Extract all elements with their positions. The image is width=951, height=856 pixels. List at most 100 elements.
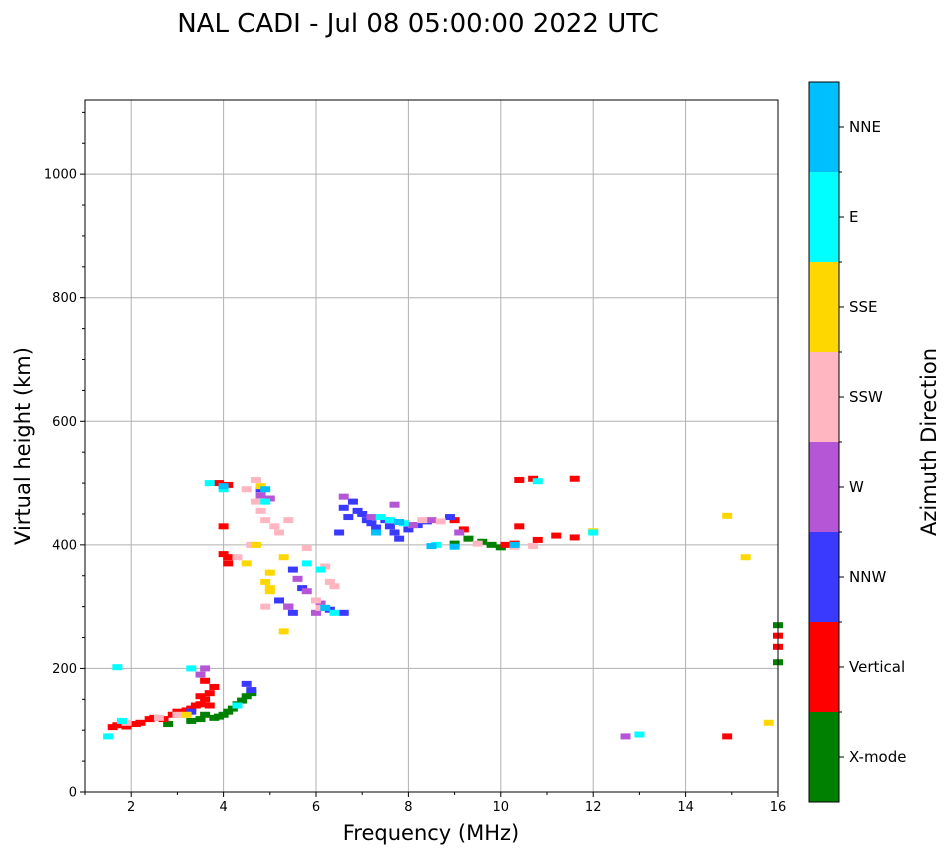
data-point-e (375, 514, 386, 521)
data-point-x-mode (449, 540, 460, 547)
data-point-nnw (343, 514, 354, 521)
data-point-vertical (195, 701, 206, 708)
x-tick-label: 4 (219, 800, 227, 815)
data-point-vertical (458, 526, 469, 533)
data-point-vertical (121, 723, 132, 730)
y-tick-label: 0 (69, 786, 77, 801)
colorbar-label: W (849, 478, 864, 496)
colorbar-frame (808, 81, 840, 803)
colorbar-label: SSE (849, 298, 878, 316)
data-point-e (260, 498, 271, 505)
colorbar-segment (809, 442, 839, 532)
data-point-x-mode (463, 535, 474, 542)
data-point-e (384, 517, 395, 524)
data-point-e (532, 478, 543, 485)
x-tick-label: 10 (493, 800, 510, 815)
data-point-nnw (394, 535, 405, 542)
data-point-e (329, 609, 340, 616)
data-point-nne (426, 543, 437, 550)
data-point-w (200, 665, 211, 672)
data-point-x-mode (227, 705, 238, 712)
data-point-ssw (320, 563, 331, 570)
data-point-sse (278, 628, 289, 635)
data-point-nne (449, 543, 460, 550)
data-point-nnw (246, 687, 257, 694)
data-point-ssw (311, 597, 321, 604)
data-point-x-mode (218, 711, 229, 718)
data-point-sse (181, 711, 192, 718)
data-point-ssw (260, 517, 271, 524)
data-point-w (408, 522, 419, 529)
data-point-x-mode (200, 711, 211, 718)
data-point-ssw (274, 529, 285, 536)
data-point-x-mode (163, 721, 174, 728)
data-point-nnw (297, 585, 308, 592)
data-point-w (338, 493, 349, 500)
y-tick-label: 400 (52, 538, 77, 553)
colorbar-label: X-mode (849, 748, 906, 766)
data-point-vertical (722, 733, 733, 740)
data-point-vertical (551, 532, 562, 539)
data-point-e (232, 702, 243, 709)
data-point-ssw (301, 544, 312, 551)
colorbar-label: SSW (849, 388, 883, 406)
data-point-nne (260, 486, 271, 493)
colorbar-label: NNW (849, 568, 886, 586)
x-axis-label: Frequency (MHz) (343, 821, 519, 845)
axis-ticks: 2 4 6 8 10 12 14 16 0 200 400 600 800 1000 (44, 111, 786, 815)
data-point-vertical (569, 475, 580, 482)
data-point-sse (264, 569, 275, 576)
data-point-x-mode (237, 697, 248, 704)
data-points (103, 475, 783, 740)
x-tick-label: 2 (127, 800, 135, 815)
y-tick-label: 600 (52, 415, 77, 430)
data-point-w (426, 517, 437, 524)
data-point-vertical (449, 517, 460, 524)
data-point-nne (509, 541, 520, 548)
x-tick-label: 6 (312, 800, 320, 815)
data-point-w (283, 603, 294, 610)
data-point-w (454, 529, 465, 536)
data-point-x-mode (486, 541, 497, 548)
data-point-vertical (213, 480, 224, 487)
data-point-ssw (435, 518, 446, 525)
data-point-ssw (472, 540, 483, 547)
data-point-vertical (218, 551, 229, 558)
data-point-ssw (250, 498, 261, 505)
data-point-sse (722, 512, 733, 519)
data-point-nnw (357, 510, 368, 517)
data-point-nnw (241, 680, 252, 687)
data-point-w (255, 492, 266, 499)
data-point-vertical (204, 690, 215, 697)
data-point-ssw (528, 543, 539, 550)
y-axis-label: Virtual height (km) (11, 347, 35, 545)
colorbar-label: E (849, 208, 858, 226)
y-tick-label: 1000 (44, 168, 77, 183)
data-point-vertical (500, 541, 511, 548)
data-point-e (218, 486, 229, 493)
colorbar-label: Vertical (849, 658, 905, 676)
data-point-e (301, 560, 312, 567)
data-point-vertical (200, 677, 211, 684)
data-point-nnw (274, 597, 285, 604)
data-point-ssw (232, 554, 243, 561)
data-point-nnw (389, 529, 400, 536)
colorbar-segment (809, 262, 839, 352)
data-point-w (366, 514, 377, 521)
data-point-vertical (135, 719, 146, 726)
data-point-nnw (361, 517, 372, 524)
data-point-e (186, 665, 197, 672)
data-point-vertical (209, 683, 220, 690)
data-point-nnw (444, 514, 455, 521)
data-point-vertical (218, 523, 229, 530)
data-point-ssw (283, 517, 294, 524)
data-point-vertical (532, 536, 543, 543)
data-point-ssw (241, 486, 252, 493)
data-point-nnw (338, 504, 349, 511)
data-point-x-mode (223, 708, 234, 715)
data-point-vertical (514, 523, 525, 530)
data-point-w (315, 600, 326, 607)
data-point-vertical (204, 702, 215, 709)
data-point-ssw (250, 476, 261, 483)
